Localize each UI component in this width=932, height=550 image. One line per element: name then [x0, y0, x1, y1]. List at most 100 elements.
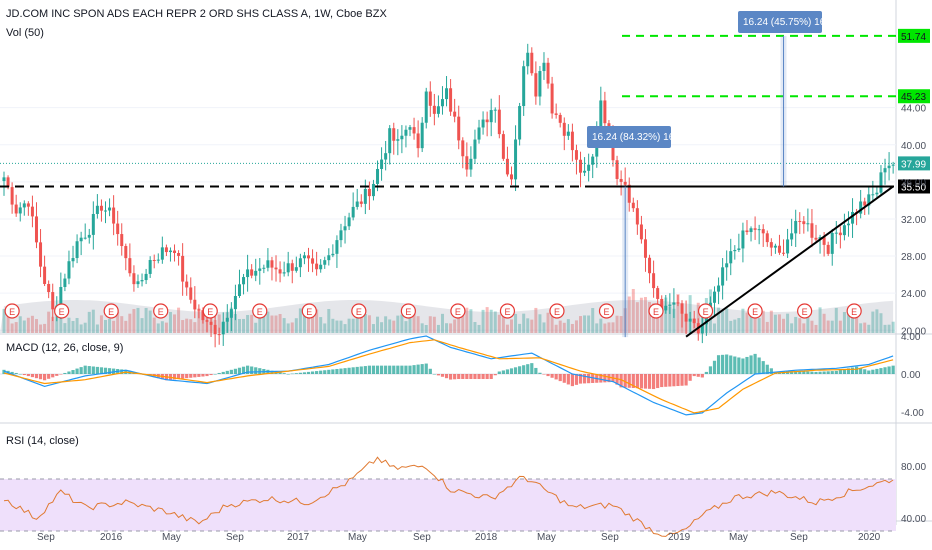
- candle: [436, 106, 440, 114]
- macd-histogram-bar: [688, 374, 692, 381]
- macd-histogram-bar: [863, 369, 867, 374]
- volume-bar: [319, 317, 323, 333]
- volume-bar: [181, 320, 185, 333]
- volume-bar: [26, 317, 30, 333]
- candle: [242, 277, 246, 285]
- macd-histogram-bar: [721, 354, 725, 374]
- volume-bar: [473, 321, 477, 333]
- macd-histogram-bar: [221, 371, 225, 374]
- candle: [221, 321, 225, 335]
- macd-histogram-bar: [883, 367, 887, 374]
- candle: [769, 242, 773, 248]
- candle: [254, 270, 258, 276]
- volume-bar: [30, 315, 34, 333]
- candle: [351, 206, 355, 218]
- candle: [717, 285, 721, 292]
- candle: [262, 267, 266, 269]
- macd-histogram-bar: [489, 374, 493, 380]
- candle: [282, 272, 286, 274]
- candle: [445, 88, 449, 100]
- macd-histogram-bar: [457, 374, 461, 380]
- macd-histogram-bar: [700, 374, 704, 378]
- volume-bar: [420, 323, 424, 333]
- macd-histogram-bar: [790, 371, 794, 374]
- volume-bar: [189, 319, 193, 333]
- price-axis-tick: 20.00: [901, 326, 926, 337]
- volume-bar: [838, 320, 842, 333]
- candle: [692, 318, 696, 324]
- volume-bar: [615, 315, 619, 333]
- earnings-marker-label: E: [554, 307, 560, 317]
- volume-bar: [335, 320, 339, 333]
- macd-histogram-bar: [306, 371, 311, 374]
- volume-bar: [782, 318, 786, 333]
- macd-histogram-bar: [570, 374, 574, 387]
- candle: [246, 269, 250, 278]
- volume-bar: [769, 310, 773, 333]
- macd-histogram-bar: [351, 367, 355, 374]
- volume-bar: [457, 317, 461, 333]
- candle: [566, 131, 570, 136]
- earnings-marker: [153, 303, 169, 319]
- time-axis-tick: Sep: [413, 532, 431, 543]
- volume-bar: [79, 324, 83, 333]
- volume-bar: [392, 320, 396, 333]
- macd-histogram-bar: [652, 374, 656, 390]
- candle: [250, 269, 254, 276]
- volume-bar: [546, 312, 550, 333]
- macd-histogram-bar: [509, 368, 514, 374]
- volume-bar: [298, 308, 302, 333]
- volume-bar: [428, 316, 432, 333]
- volume-bar: [331, 318, 335, 333]
- macd-histogram-bar: [335, 368, 339, 374]
- macd-histogram-bar: [396, 365, 400, 374]
- macd-histogram-bar: [680, 374, 684, 386]
- macd-histogram-bar: [493, 374, 497, 376]
- macd-histogram-bar: [107, 368, 112, 374]
- time-axis-tick: 2020: [858, 532, 881, 543]
- candle: [603, 100, 607, 124]
- macd-histogram-bar: [91, 366, 95, 374]
- candle: [745, 230, 749, 233]
- candle: [457, 116, 461, 141]
- macd-label: MACD (12, 26, close, 9): [6, 342, 124, 354]
- volume-bar: [814, 324, 818, 333]
- candle: [104, 210, 107, 212]
- macd-histogram-bar: [846, 368, 851, 374]
- candle: [359, 201, 363, 204]
- macd-histogram-bar: [310, 371, 315, 374]
- macd-histogram-bar: [830, 371, 834, 374]
- candle: [891, 164, 895, 166]
- candle: [43, 266, 47, 284]
- volume-bar: [465, 307, 469, 333]
- rsi-label: RSI (14, close): [6, 435, 79, 447]
- volume-bar: [124, 320, 128, 333]
- volume-bar: [875, 309, 879, 333]
- macd-histogram-bar: [185, 374, 189, 379]
- candle: [34, 216, 38, 243]
- volume-bar: [262, 310, 266, 333]
- volume-bar: [177, 307, 181, 333]
- candle: [587, 164, 591, 171]
- volume-bar: [128, 313, 132, 333]
- candle: [700, 324, 704, 334]
- volume-bar: [355, 307, 359, 333]
- candle: [416, 133, 420, 149]
- earnings-marker-label: E: [306, 307, 312, 317]
- macd-histogram-bar: [550, 374, 554, 378]
- volume-bar: [400, 314, 404, 333]
- macd-histogram-bar: [623, 374, 627, 388]
- volume-bar: [307, 308, 310, 333]
- volume-bar: [887, 324, 891, 333]
- candle: [806, 223, 810, 225]
- earnings-marker-label: E: [752, 307, 758, 317]
- candle: [173, 250, 177, 254]
- macd-histogram-bar: [518, 366, 522, 374]
- candle: [120, 234, 124, 247]
- volume-bar: [729, 320, 733, 333]
- macd-histogram-bar: [2, 369, 6, 374]
- candle: [570, 131, 574, 151]
- macd-histogram-bar: [209, 374, 213, 376]
- macd-histogram-bar: [737, 357, 741, 374]
- measurement-label-box: [738, 11, 822, 33]
